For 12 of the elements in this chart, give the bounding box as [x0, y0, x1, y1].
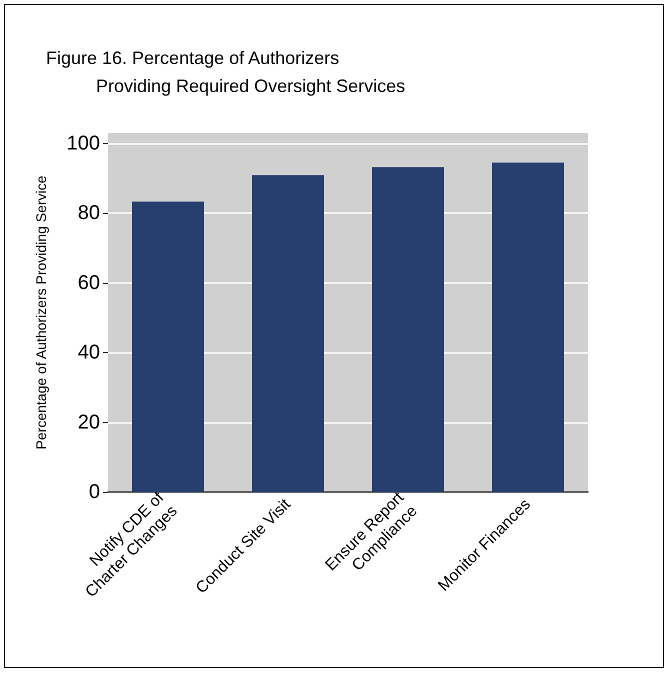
bar [132, 202, 204, 492]
bar [372, 167, 444, 492]
y-tick-label: 100 [66, 132, 100, 154]
y-tick-label: 40 [78, 342, 100, 364]
y-tick-label: 60 [78, 272, 100, 294]
bar [252, 175, 324, 492]
y-tick-label: 80 [78, 202, 100, 224]
y-tick-label: 0 [88, 481, 100, 503]
bar [492, 162, 564, 492]
y-tick-label: 20 [78, 411, 100, 434]
chart-title: Figure 16. Percentage of Authorizers Providing Required Oversight Services [46, 48, 406, 96]
y-axis-title: Percentage of Authorizers Providing Service [33, 175, 49, 450]
